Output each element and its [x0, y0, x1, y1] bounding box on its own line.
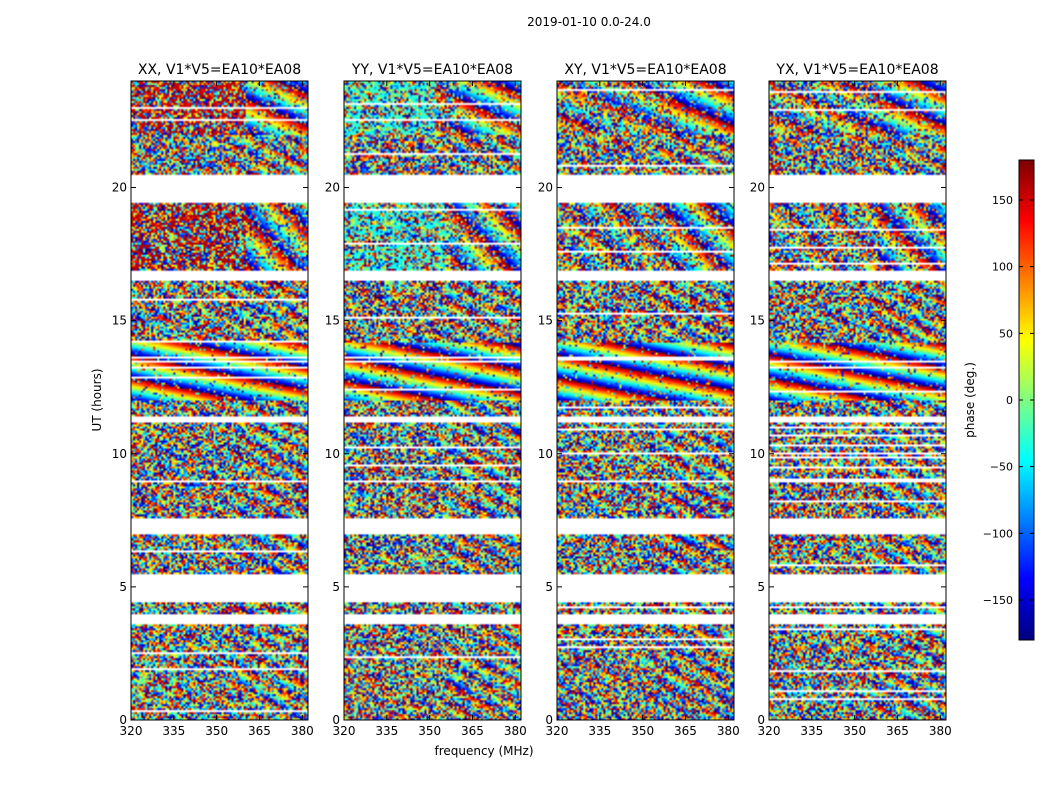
- y-tick-label: 0: [119, 713, 127, 727]
- colorbar-tick-label: 50: [999, 327, 1013, 340]
- y-tick-label: 20: [112, 181, 127, 195]
- x-tick-label: 320: [333, 724, 356, 738]
- y-tick-label: 5: [332, 580, 340, 594]
- x-tick-label: 335: [375, 724, 398, 738]
- x-tick-label: 335: [800, 724, 823, 738]
- colorbar-tick-label: 100: [992, 261, 1013, 274]
- x-tick-label: 320: [758, 724, 781, 738]
- y-tick-label: 10: [325, 447, 340, 461]
- x-tick-label: 335: [588, 724, 611, 738]
- y-tick-label: 20: [538, 181, 553, 195]
- y-tick-label: 20: [750, 181, 765, 195]
- y-tick-label: 10: [750, 447, 765, 461]
- x-tick-label: 380: [504, 724, 527, 738]
- panel-title-xy: XY, V1*V5=EA10*EA08: [564, 62, 726, 78]
- y-axis-label: UT (hours): [90, 368, 104, 431]
- x-tick-label: 350: [843, 724, 866, 738]
- x-tick-label: 380: [717, 724, 740, 738]
- y-tick-label: 15: [750, 314, 765, 328]
- panel-xx: XX, V1*V5=EA10*EA08 320 335 350 365 380 0 5 10 15…: [112, 62, 314, 738]
- y-tick-label: 5: [119, 580, 127, 594]
- x-tick-label: 365: [248, 724, 271, 738]
- x-tick-label: 365: [886, 724, 909, 738]
- panels-group: XX, V1*V5=EA10*EA08 320 335 350 365 380 0 5 10 15…: [112, 62, 952, 738]
- heatmap-xx: [131, 81, 308, 720]
- colorbar: 150 100 50 0 −50 −100 −150: [983, 159, 1035, 641]
- panel-frame: [130, 80, 309, 721]
- y-tick-label: 10: [112, 447, 127, 461]
- panel-frame: [768, 80, 947, 721]
- heatmap-xy: [557, 81, 734, 720]
- colorbar-tick-label: 0: [1006, 394, 1013, 407]
- x-tick-label: 320: [120, 724, 143, 738]
- x-tick-label: 350: [205, 724, 228, 738]
- panel-xy: XY, V1*V5=EA10*EA08 320 335 350 365 380 0 5 10 15…: [538, 62, 740, 738]
- colorbar-tick-label: −50: [990, 461, 1013, 474]
- panel-frame: [556, 80, 735, 721]
- heatmap-yy: [344, 81, 521, 720]
- x-tick-label: 380: [291, 724, 314, 738]
- y-tick-label: 5: [757, 580, 765, 594]
- colorbar-tick-label: −100: [983, 527, 1013, 540]
- y-tick-label: 15: [112, 314, 127, 328]
- panel-title-yx: YX, V1*V5=EA10*EA08: [775, 62, 938, 78]
- y-tick-label: 0: [332, 713, 340, 727]
- x-tick-label: 335: [162, 724, 185, 738]
- panel-yy: YY, V1*V5=EA10*EA08 320 335 350 365 380 0 5 10 15…: [325, 62, 527, 738]
- x-tick-label: 350: [631, 724, 654, 738]
- colorbar-tick-label: 150: [992, 194, 1013, 207]
- figure-suptitle: 2019-01-10 0.0-24.0: [527, 15, 651, 29]
- colorbar-gradient: [1019, 160, 1034, 640]
- y-tick-label: 0: [757, 713, 765, 727]
- x-tick-label: 320: [546, 724, 569, 738]
- y-tick-label: 20: [325, 181, 340, 195]
- y-tick-label: 5: [545, 580, 553, 594]
- heatmap-yx: [769, 81, 946, 720]
- panel-title-xx: XX, V1*V5=EA10*EA08: [138, 62, 301, 78]
- x-tick-label: 365: [461, 724, 484, 738]
- panel-title-yy: YY, V1*V5=EA10*EA08: [351, 62, 513, 78]
- x-tick-label: 365: [674, 724, 697, 738]
- x-axis-label: frequency (MHz): [434, 744, 533, 758]
- y-tick-label: 15: [325, 314, 340, 328]
- colorbar-tick-label: −150: [983, 594, 1013, 607]
- y-tick-label: 10: [538, 447, 553, 461]
- y-tick-label: 0: [545, 713, 553, 727]
- panel-frame: [343, 80, 522, 721]
- x-tick-label: 350: [418, 724, 441, 738]
- panel-yx: YX, V1*V5=EA10*EA08 320 335 350 365 380 0 5 10 15…: [750, 62, 952, 738]
- x-tick-label: 380: [929, 724, 952, 738]
- y-tick-label: 15: [538, 314, 553, 328]
- colorbar-label: phase (deg.): [963, 362, 977, 438]
